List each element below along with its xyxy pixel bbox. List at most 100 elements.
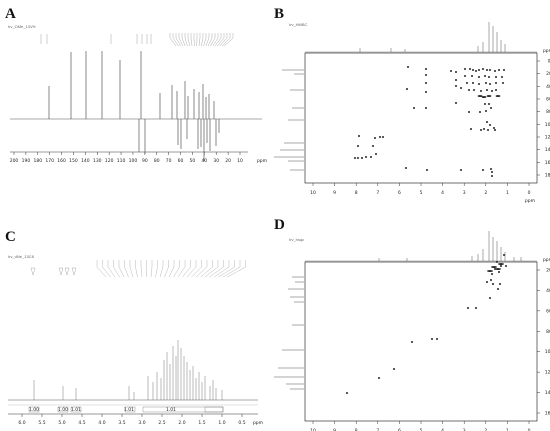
panel-d: D Irv_hsqc 109876543210ppm20406080100120… (274, 217, 550, 431)
cross-peak (467, 89, 471, 91)
x-tick-label: 3.5 (118, 420, 125, 426)
peak-label-line (155, 266, 158, 278)
y-tick-label: 40 (546, 84, 550, 90)
x-tick-label: 80 (154, 158, 160, 164)
cross-peak (474, 307, 478, 309)
cross-peak (435, 338, 439, 340)
cross-peak (360, 157, 364, 159)
x-tick-label: 3.0 (138, 420, 145, 426)
cross-peak (454, 79, 458, 81)
cross-peak (412, 107, 416, 109)
y-tick-label: 180 (545, 173, 550, 179)
x-tick-label: 2 (484, 190, 487, 196)
x-tick-label: 10 (310, 428, 316, 431)
cross-peak (487, 103, 491, 105)
cross-peak (356, 145, 360, 147)
x-tick-label: 10 (237, 158, 243, 164)
cross-peak (468, 68, 472, 70)
cross-peak (424, 74, 428, 76)
cross-peak (472, 89, 476, 91)
cross-peak (424, 82, 428, 84)
cross-peak (467, 111, 471, 113)
peak-label-line (198, 37, 201, 47)
y-tick-label: 80 (546, 329, 550, 335)
peak-label-line (135, 266, 138, 278)
cross-peak (489, 279, 493, 281)
y-tick-label: 60 (546, 97, 550, 103)
x-tick-label: 1.5 (198, 420, 205, 426)
integral-label: 1.00 (29, 407, 39, 413)
x-tick-label: 40 (201, 158, 207, 164)
panel-letter-c: C (5, 229, 16, 245)
cross-peak (392, 368, 396, 370)
x-tick-label: 0 (528, 428, 531, 431)
peak-label-line (203, 37, 207, 47)
cross-peak (485, 89, 489, 91)
x-tick-label: 0.5 (238, 420, 245, 426)
peak-label-line (129, 266, 134, 278)
cross-peak (405, 88, 409, 90)
cross-peak (488, 69, 492, 71)
cross-peak (496, 288, 500, 290)
cross-peak (488, 124, 492, 126)
cross-peak (459, 87, 463, 89)
peak-label-line (214, 37, 222, 47)
peak-label-line (213, 266, 230, 278)
y-tick-label: 0 (548, 59, 550, 65)
panel-letter-b: B (274, 6, 285, 22)
y-tick-label: 40 (546, 288, 550, 294)
cross-peak (488, 83, 492, 85)
cross-peak (490, 273, 494, 275)
experiment-name-a: Irv_OMe_13VH (8, 24, 36, 29)
peak-label-line (224, 37, 234, 47)
cross-peak (488, 297, 492, 299)
x-tick-label: 8 (355, 428, 358, 431)
cross-peak (481, 169, 485, 171)
cross-peak (481, 68, 485, 70)
x-axis-unit: ppm (525, 199, 535, 204)
peak-label-line (177, 266, 186, 278)
peak-label-line (118, 266, 125, 278)
cross-peak (502, 254, 506, 256)
integral-box (142, 406, 224, 413)
peak-label-line (178, 37, 184, 47)
cross-peak (454, 71, 458, 73)
cross-peak (373, 137, 377, 139)
peak-label-line (168, 266, 175, 278)
x-tick-label: 5.0 (58, 420, 65, 426)
cross-peak (377, 377, 381, 379)
cross-peak (364, 156, 368, 158)
y-tick-label: 100 (545, 349, 550, 355)
peak-label-line (227, 266, 246, 278)
experiment-name-d: Irv_hsqc (289, 237, 305, 242)
y-tick-label: 80 (546, 109, 550, 115)
cross-peak (494, 82, 498, 84)
cross-peak (345, 392, 349, 394)
x-tick-label: 9 (333, 190, 336, 196)
x-tick-label: 150 (69, 158, 78, 164)
cross-peak (482, 128, 486, 130)
cross-peak (477, 95, 483, 97)
cross-peak (493, 129, 497, 131)
integral-label: 1.01 (166, 407, 176, 413)
cross-peak (479, 129, 483, 131)
cross-peak (471, 69, 475, 71)
cross-peak (483, 75, 487, 77)
x-tick-label: 4 (441, 190, 444, 196)
cross-peak (430, 338, 434, 340)
x-tick-label: 50 (190, 158, 196, 164)
x-tick-label: 70 (166, 158, 172, 164)
x-tick-label: 1 (506, 428, 509, 431)
peak-label-line (208, 37, 213, 47)
cross-peak (356, 157, 360, 159)
peak-label-line (164, 266, 169, 278)
cross-peak (374, 153, 378, 155)
cross-peak (478, 111, 482, 113)
x-tick-label: 2 (484, 428, 487, 431)
x-tick-label: 120 (105, 158, 114, 164)
peak-label-line (186, 266, 197, 278)
x-tick-label: 5.5 (38, 420, 45, 426)
cross-peak (495, 95, 501, 97)
peak-label-line (200, 266, 213, 278)
peak-label-line (201, 37, 204, 47)
